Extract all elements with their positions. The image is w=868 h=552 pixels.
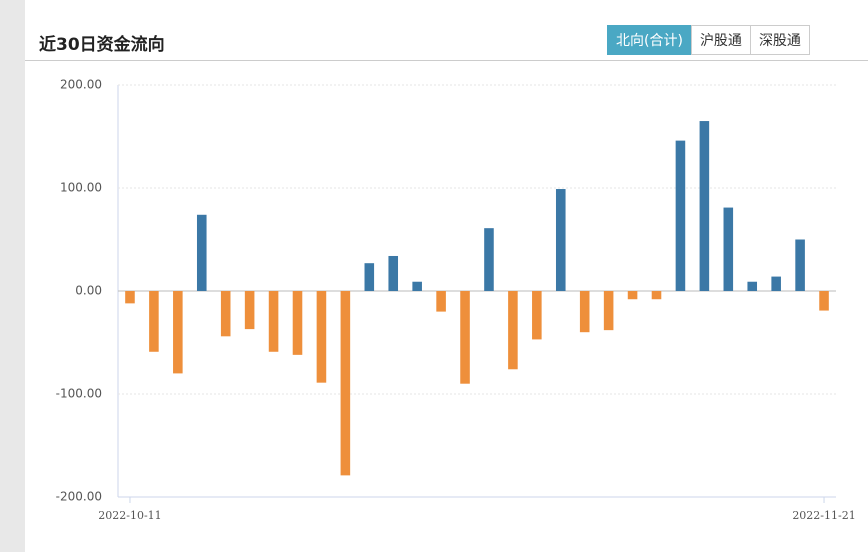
bar bbox=[460, 291, 470, 384]
tab-group: 北向(合计) 沪股通 深股通 bbox=[607, 25, 810, 55]
bar bbox=[627, 291, 638, 300]
bar bbox=[196, 214, 207, 291]
tab-button[interactable]: 深股通 bbox=[749, 25, 810, 55]
bar bbox=[412, 281, 422, 291]
tab-button[interactable]: 沪股通 bbox=[690, 25, 751, 55]
y-tick-label: 0.00 bbox=[75, 284, 102, 298]
divider bbox=[25, 60, 868, 61]
bar bbox=[699, 121, 710, 291]
bar bbox=[436, 291, 446, 312]
bar bbox=[268, 291, 279, 352]
bar bbox=[125, 291, 135, 304]
bar bbox=[555, 189, 566, 291]
bar bbox=[340, 291, 351, 476]
y-tick-label: -200.00 bbox=[56, 490, 102, 504]
bar bbox=[532, 291, 542, 340]
bar bbox=[149, 291, 159, 352]
y-tick-label: -100.00 bbox=[56, 387, 102, 401]
bar bbox=[292, 291, 303, 355]
y-tick-label: 200.00 bbox=[60, 78, 102, 92]
bar bbox=[484, 228, 494, 291]
bar bbox=[579, 291, 590, 333]
bar bbox=[771, 276, 781, 291]
bar bbox=[508, 291, 518, 370]
bar bbox=[364, 263, 375, 291]
x-tick-label: 2022-10-11 bbox=[98, 509, 161, 522]
bar bbox=[173, 291, 183, 374]
bar bbox=[723, 207, 734, 291]
bar bbox=[220, 291, 231, 337]
bar bbox=[316, 291, 327, 383]
x-tick-label: 2022-11-21 bbox=[792, 509, 855, 522]
y-tick-label: 100.00 bbox=[60, 181, 102, 195]
bar bbox=[388, 255, 399, 291]
bar bbox=[603, 291, 614, 331]
bar bbox=[819, 291, 829, 311]
tab-button[interactable]: 北向(合计) bbox=[607, 25, 692, 55]
bar bbox=[244, 291, 255, 330]
bar bbox=[795, 239, 805, 291]
bar bbox=[651, 291, 662, 300]
bar bbox=[675, 140, 686, 291]
chart-title: 近30日资金流向 bbox=[39, 35, 165, 55]
bar bbox=[747, 281, 758, 291]
